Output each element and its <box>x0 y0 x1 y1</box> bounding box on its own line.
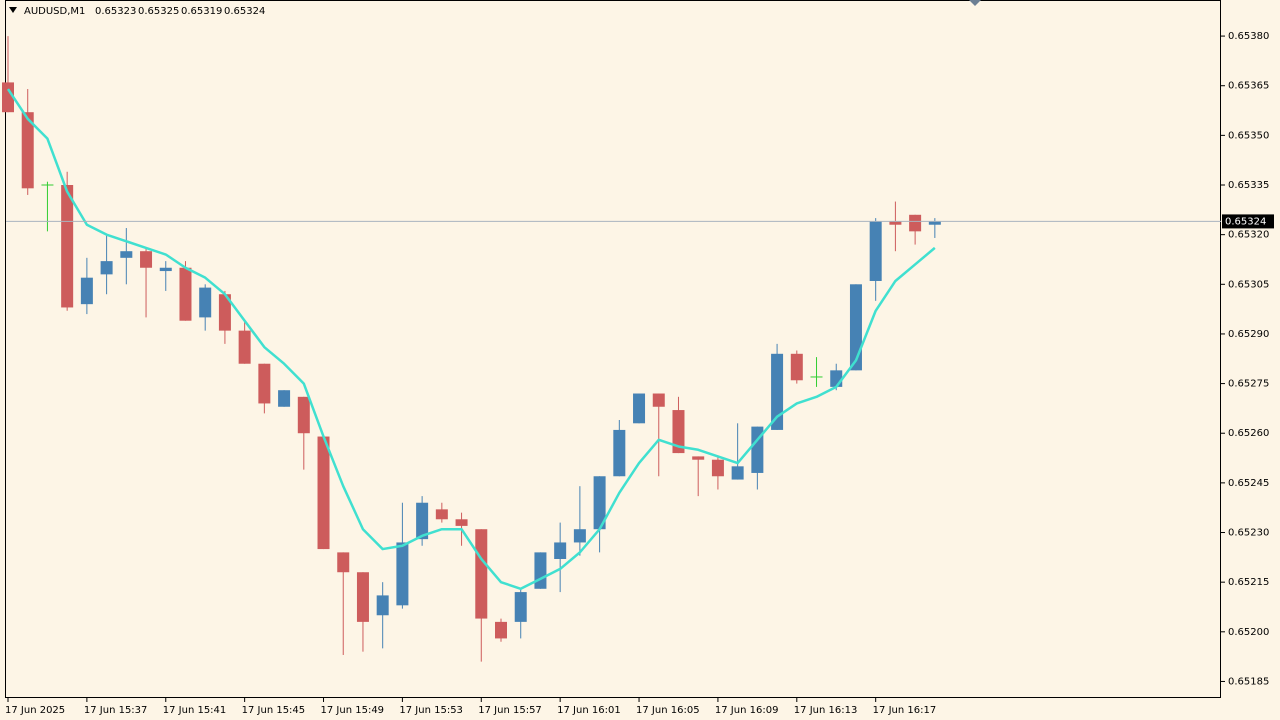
candle-body <box>889 221 902 225</box>
ohlc-close: 0.65324 <box>224 6 265 17</box>
candle-body <box>140 251 153 268</box>
candle-body <box>771 353 784 430</box>
candle-body <box>258 363 271 404</box>
candle-body <box>61 185 74 308</box>
candle-body <box>633 393 646 424</box>
moving-average <box>6 88 936 591</box>
last-price-label: 0.65324 <box>1225 216 1266 227</box>
x-tick-label: 17 Jun 16:05 <box>636 705 700 716</box>
candle-body <box>731 466 744 480</box>
candle-body <box>159 267 172 272</box>
candle-body <box>218 294 231 331</box>
x-tick-label: 17 Jun 15:57 <box>478 705 542 716</box>
x-tick-label: 17 Jun 2025 <box>5 705 65 716</box>
candle-body <box>869 221 882 281</box>
candle-body <box>278 390 291 407</box>
candle-body <box>928 221 941 225</box>
candle-body <box>120 251 133 258</box>
x-tick-label: 17 Jun 16:13 <box>794 705 858 716</box>
candle-body <box>672 410 685 454</box>
x-tick-label: 17 Jun 15:37 <box>84 705 148 716</box>
candle-body <box>2 82 14 113</box>
y-tick-label: 0.65200 <box>1228 627 1269 638</box>
y-tick-label: 0.65305 <box>1228 279 1269 290</box>
candle-body <box>652 393 665 407</box>
x-tick-label: 17 Jun 16:09 <box>715 705 779 716</box>
x-tick-label: 17 Jun 15:53 <box>399 705 463 716</box>
candle-body <box>396 542 409 606</box>
candle-body <box>830 370 843 387</box>
candle-body <box>238 330 251 364</box>
candle-body <box>416 502 429 540</box>
ohlc-high: 0.65325 <box>138 6 179 17</box>
candle-body <box>554 542 567 559</box>
plot-frame <box>5 0 1221 698</box>
y-tick-label: 0.65380 <box>1228 31 1269 42</box>
x-tick-label: 17 Jun 16:01 <box>557 705 621 716</box>
candle-body <box>849 284 862 371</box>
candle-body <box>100 261 113 275</box>
x-tick-label: 17 Jun 15:49 <box>321 705 385 716</box>
candle-body <box>297 396 310 434</box>
candle-body <box>356 572 369 622</box>
y-tick-label: 0.65245 <box>1228 478 1269 489</box>
y-tick-label: 0.65290 <box>1228 329 1269 340</box>
shift-marker[interactable] <box>969 0 981 6</box>
ohlc-open: 0.65323 <box>95 6 136 17</box>
y-tick-label: 0.65230 <box>1228 528 1269 539</box>
candle-body <box>376 595 389 616</box>
candle-body <box>455 519 468 526</box>
menu-arrow[interactable] <box>9 7 17 13</box>
candle-body <box>593 476 606 530</box>
candle-body <box>790 353 803 381</box>
y-tick-label: 0.65350 <box>1228 130 1269 141</box>
x-tick-label: 17 Jun 15:41 <box>163 705 227 716</box>
candle-body <box>337 552 350 573</box>
x-tick-label: 17 Jun 15:45 <box>242 705 306 716</box>
candle-body <box>435 509 448 520</box>
x-tick-label: 17 Jun 16:17 <box>873 705 937 716</box>
chart-title: AUDUSD,M1 <box>24 6 85 17</box>
y-tick-label: 0.65275 <box>1228 379 1269 390</box>
candle-body <box>613 429 626 477</box>
candle-body <box>692 456 705 460</box>
candle-body <box>909 214 922 232</box>
last-price-box <box>1222 214 1274 229</box>
candle-body <box>534 552 547 589</box>
candle-body <box>514 592 527 622</box>
candle-body <box>711 459 724 477</box>
y-tick-label: 0.65215 <box>1228 577 1269 588</box>
candle-body <box>80 277 93 305</box>
candle-body <box>199 287 212 318</box>
y-tick-label: 0.65185 <box>1228 676 1269 687</box>
y-tick-label: 0.65335 <box>1228 180 1269 191</box>
candle-body <box>179 267 192 321</box>
candle-body <box>495 621 507 639</box>
candle-body <box>21 112 34 189</box>
candle-body <box>573 529 586 543</box>
y-tick-label: 0.65260 <box>1228 428 1269 439</box>
candle-body <box>475 529 488 619</box>
candle-body <box>317 436 330 550</box>
y-tick-label: 0.65365 <box>1228 81 1269 92</box>
y-tick-label: 0.65320 <box>1228 230 1269 241</box>
ohlc-low: 0.65319 <box>181 6 222 17</box>
